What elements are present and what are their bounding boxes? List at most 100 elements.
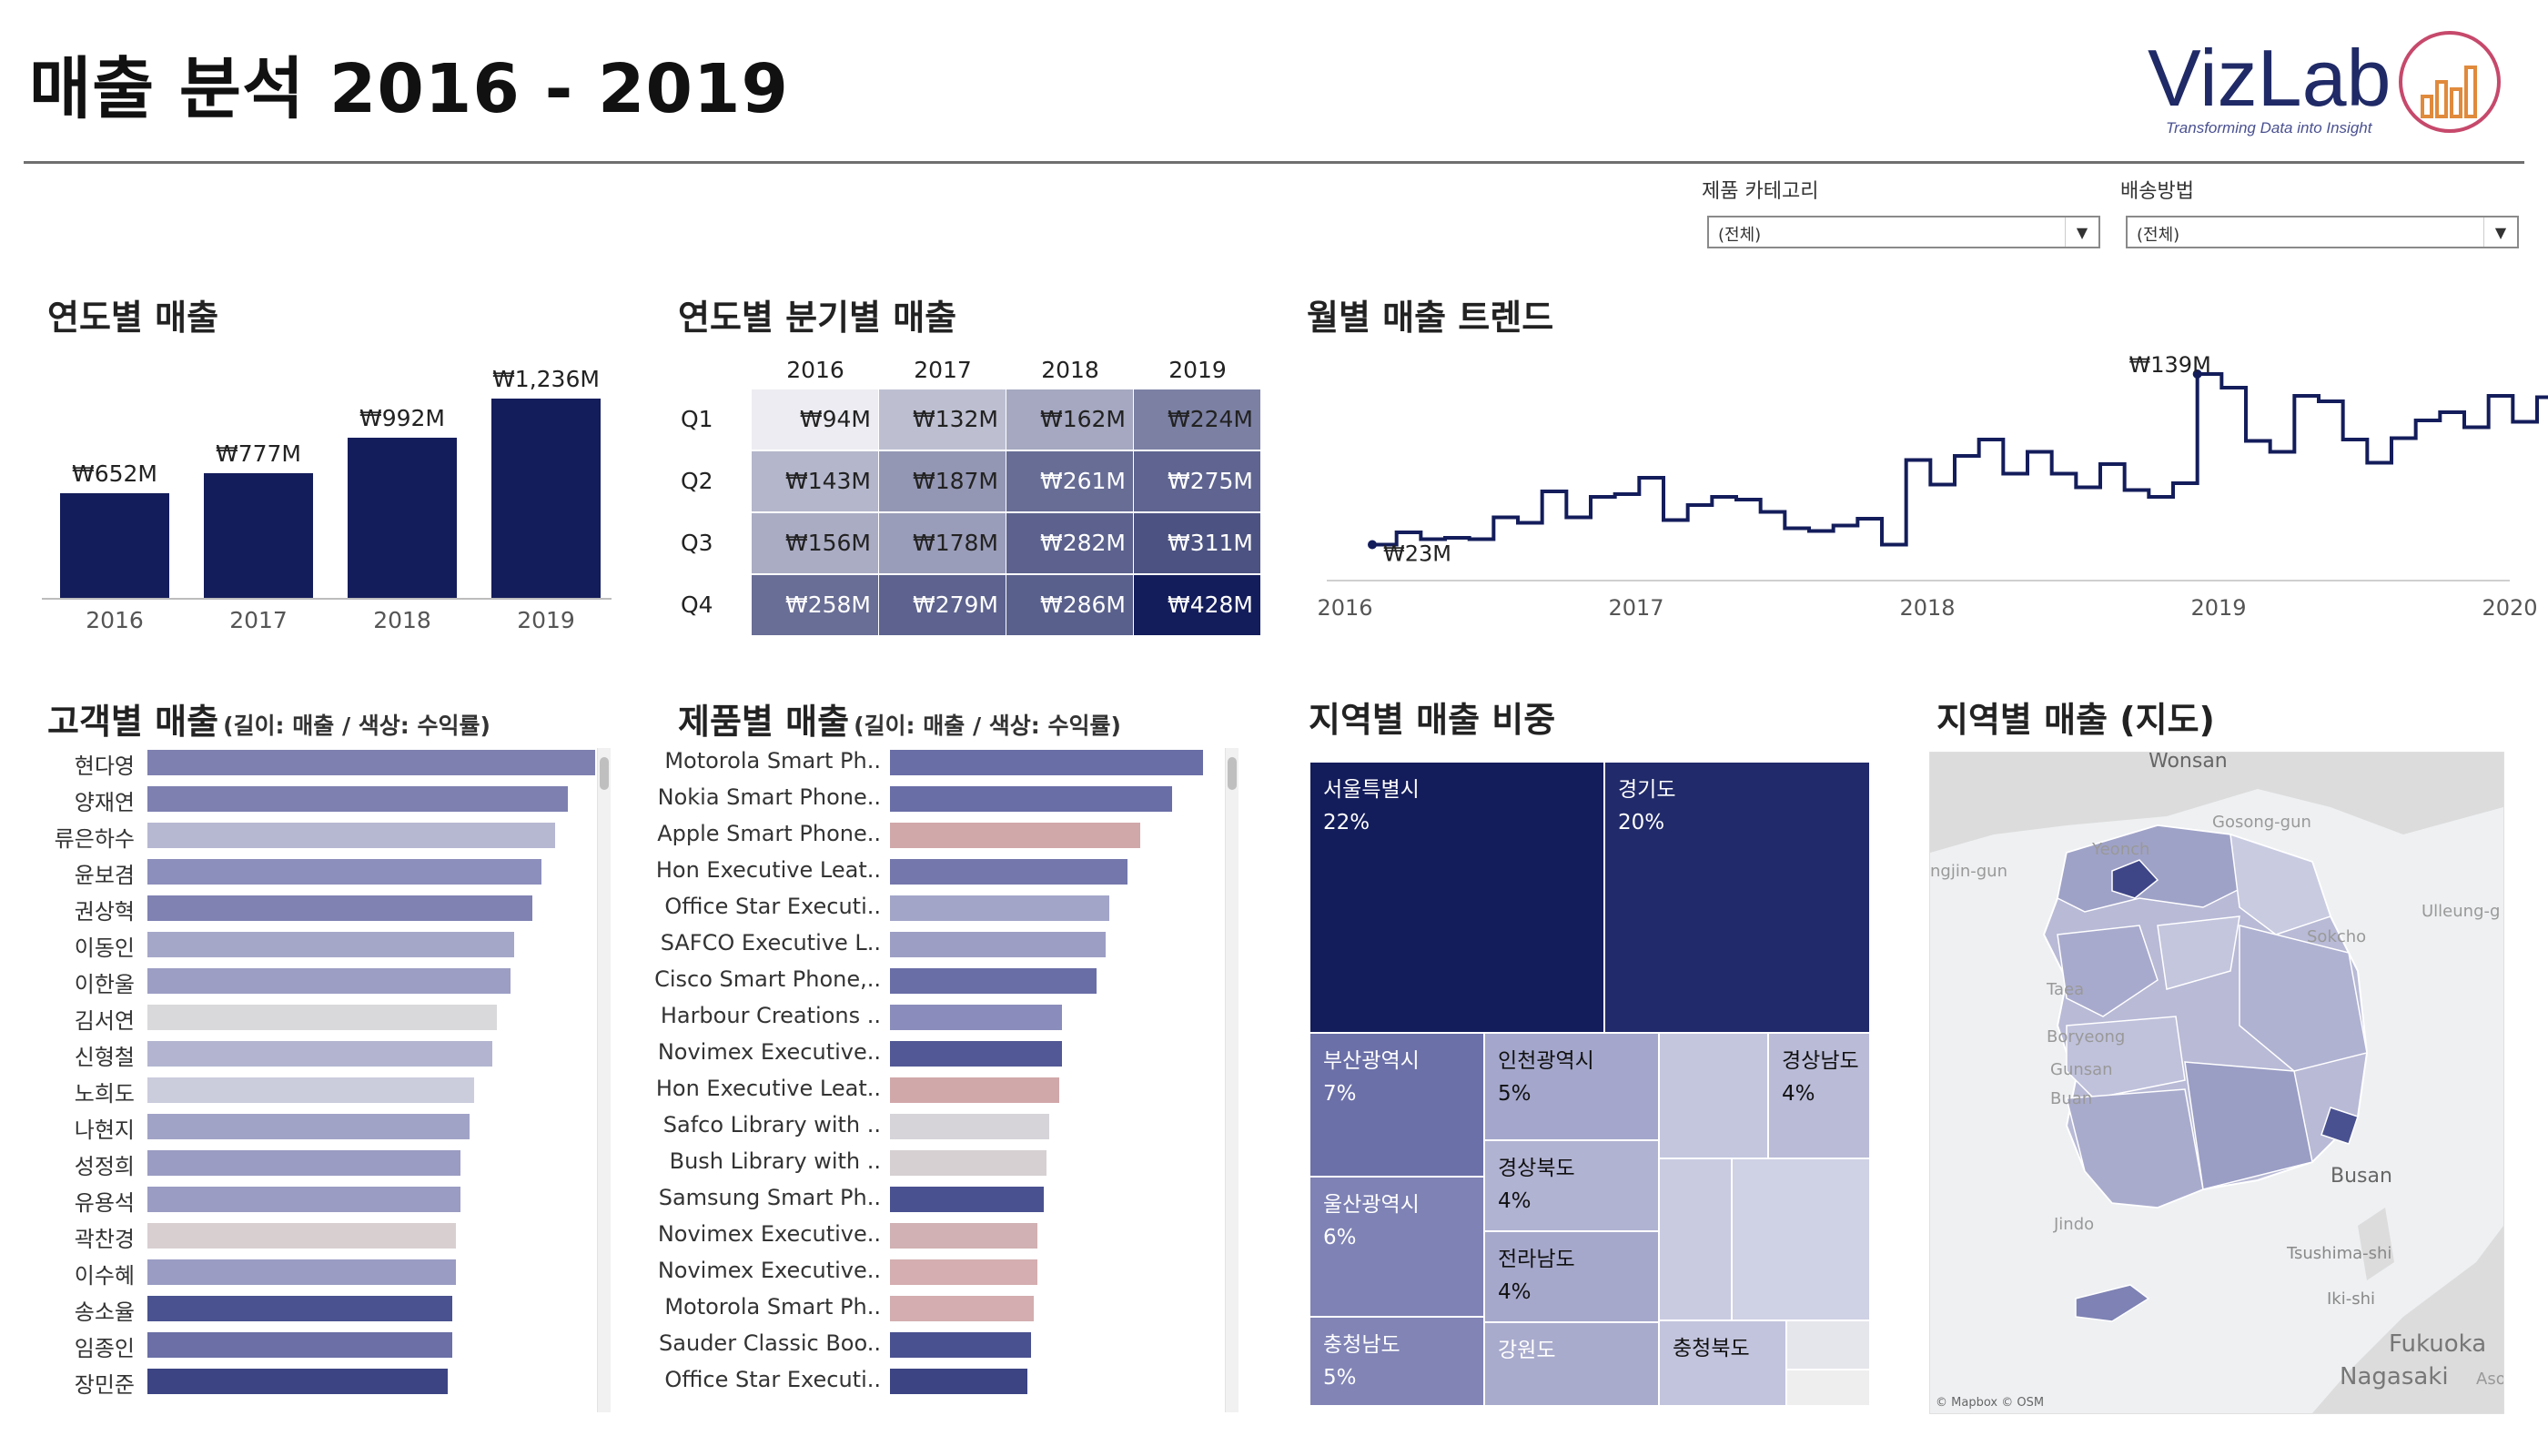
heatmap-cell[interactable]: ₩187M [879, 451, 1006, 511]
region-map[interactable]: Wonsan Gosong-gun Yeonch Sokcho ngjin-gu… [1929, 752, 2504, 1414]
treemap-cell[interactable]: 경상남도 4% [1767, 1032, 1871, 1159]
hbar[interactable] [890, 1223, 1037, 1249]
treemap-cell[interactable] [1731, 1158, 1871, 1321]
treemap-cell[interactable]: 충청남도 5% [1309, 1316, 1485, 1407]
hbar[interactable] [147, 1259, 457, 1285]
hbar[interactable] [147, 1114, 470, 1139]
hbar[interactable] [147, 1150, 461, 1176]
hbar[interactable] [890, 1077, 1059, 1103]
category-filter-label: 제품 카테고리 [1702, 180, 1819, 203]
hbar[interactable] [890, 1041, 1063, 1067]
jeju-region[interactable] [2075, 1284, 2150, 1322]
hbar[interactable] [890, 1259, 1037, 1285]
treemap-cell[interactable] [1658, 1032, 1769, 1159]
treemap-cell[interactable]: 인천광역시 5% [1483, 1032, 1660, 1141]
year-bar[interactable] [60, 492, 169, 598]
hbar[interactable] [890, 786, 1172, 812]
hbar[interactable] [890, 1005, 1063, 1030]
hbar[interactable] [147, 1005, 497, 1030]
year-bar[interactable] [204, 472, 313, 598]
treemap-pct: 5% [1323, 1366, 1357, 1390]
customer-scroll-thumb[interactable] [600, 757, 609, 790]
treemap-cell[interactable]: 강원도 [1483, 1321, 1660, 1407]
treemap-cell[interactable]: 전라남도 4% [1483, 1230, 1660, 1323]
hbar[interactable] [147, 786, 569, 812]
map-place-label: Gunsan [2050, 1060, 2113, 1079]
map-place-label: Aso [2476, 1370, 2503, 1389]
seoul-region[interactable] [2111, 859, 2159, 899]
hbar[interactable] [890, 1296, 1035, 1321]
hbar[interactable] [890, 968, 1097, 994]
hbar[interactable] [890, 823, 1141, 848]
heatmap-cell[interactable]: ₩162M [1006, 389, 1133, 450]
hbar[interactable] [890, 1332, 1031, 1358]
treemap-cell[interactable]: 경상북도 4% [1483, 1139, 1660, 1232]
hbar[interactable] [147, 1041, 492, 1067]
treemap-cell[interactable]: 서울특별시 22% [1309, 761, 1605, 1034]
jeonnam-region[interactable] [2066, 1088, 2204, 1208]
hbar[interactable] [890, 932, 1107, 957]
jeonbuk-region[interactable] [2066, 1016, 2186, 1099]
heatmap-cell[interactable]: ₩94M [752, 389, 878, 450]
hbar[interactable] [890, 1369, 1028, 1394]
gyeonggi-region[interactable] [2057, 824, 2260, 913]
busan-region[interactable] [2320, 1107, 2359, 1145]
heatmap-cell[interactable]: ₩224M [1134, 389, 1260, 450]
hbar[interactable] [890, 895, 1109, 921]
hbar[interactable] [147, 823, 555, 848]
chungbuk-region[interactable] [2157, 915, 2240, 990]
treemap-cell[interactable] [1658, 1158, 1733, 1321]
x-tick-label: 2017 [1608, 595, 1663, 621]
heatmap-cell[interactable]: ₩279M [879, 575, 1006, 635]
hbar[interactable] [147, 1223, 457, 1249]
hbar[interactable] [890, 750, 1203, 775]
hbar[interactable] [147, 750, 595, 775]
chevron-down-icon[interactable]: ▼ [2483, 217, 2517, 247]
heatmap-cell[interactable]: ₩428M [1134, 575, 1260, 635]
hbar[interactable] [147, 932, 515, 957]
chevron-down-icon[interactable]: ▼ [2065, 217, 2098, 247]
hbar[interactable] [147, 968, 511, 994]
heatmap-cell[interactable]: ₩311M [1134, 513, 1260, 573]
year-bar[interactable] [491, 399, 601, 598]
map-place-label: Iki-shi [2327, 1289, 2375, 1309]
category-filter-dropdown[interactable]: (전체) ▼ [1707, 216, 2100, 248]
hbar[interactable] [890, 1187, 1044, 1212]
hbar[interactable] [147, 1332, 452, 1358]
hbar[interactable] [147, 1187, 461, 1212]
hbar-label: 성정희 [74, 1154, 135, 1179]
heatmap-cell[interactable]: ₩282M [1006, 513, 1133, 573]
hbar[interactable] [147, 1077, 475, 1103]
heatmap-cell[interactable]: ₩258M [752, 575, 878, 635]
product-scrollbar[interactable] [1225, 748, 1239, 1412]
heatmap-cell[interactable]: ₩286M [1006, 575, 1133, 635]
gangwon-region[interactable] [2230, 833, 2331, 935]
product-scroll-thumb[interactable] [1228, 757, 1237, 790]
treemap-cell[interactable]: 경기도 20% [1603, 761, 1871, 1034]
product-sales-subtitle: (길이: 매출 / 색상: 수익률) [854, 713, 1121, 739]
year-bar[interactable] [348, 438, 457, 598]
treemap-cell[interactable]: 부산광역시 7% [1309, 1032, 1485, 1178]
hbar[interactable] [890, 1150, 1046, 1176]
hbar[interactable] [147, 1369, 448, 1394]
hbar[interactable] [147, 859, 541, 885]
gyeongbuk-region[interactable] [2239, 925, 2368, 1072]
hbar[interactable] [890, 859, 1128, 885]
treemap-cell[interactable]: 울산광역시 6% [1309, 1176, 1485, 1318]
treemap-cell[interactable] [1785, 1320, 1871, 1370]
customer-scrollbar[interactable] [597, 748, 611, 1412]
heatmap-cell[interactable]: ₩132M [879, 389, 1006, 450]
treemap-cell[interactable] [1785, 1369, 1871, 1407]
hbar[interactable] [890, 1114, 1050, 1139]
heatmap-cell[interactable]: ₩156M [752, 513, 878, 573]
gyeongnam-region[interactable] [2184, 1061, 2313, 1190]
heatmap-cell[interactable]: ₩275M [1134, 451, 1260, 511]
map-place-label: Taea [2046, 980, 2084, 999]
shipping-filter-dropdown[interactable]: (전체) ▼ [2126, 216, 2519, 248]
heatmap-cell[interactable]: ₩261M [1006, 451, 1133, 511]
hbar[interactable] [147, 895, 533, 921]
hbar[interactable] [147, 1296, 452, 1321]
heatmap-cell[interactable]: ₩178M [879, 513, 1006, 573]
heatmap-cell[interactable]: ₩143M [752, 451, 878, 511]
chungnam-region[interactable] [2057, 925, 2159, 1017]
